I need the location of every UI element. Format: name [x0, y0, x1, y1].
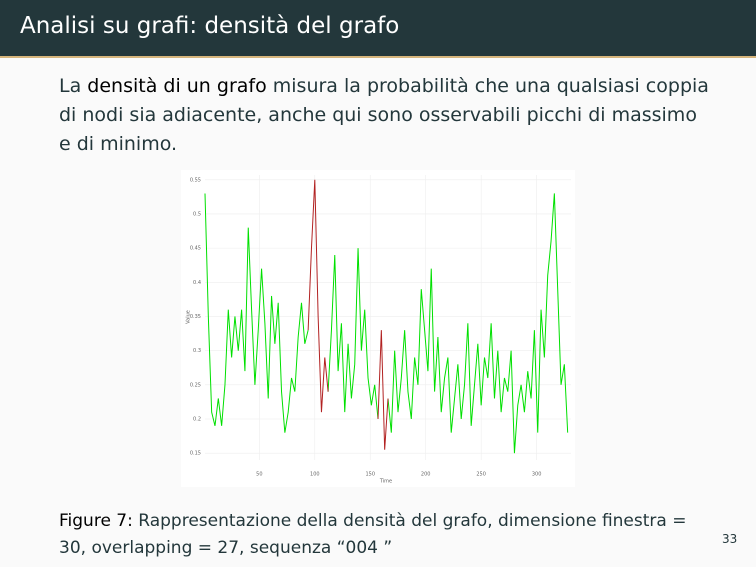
y-tick-label: 0.55 [190, 177, 201, 183]
y-tick-label: 0.2 [193, 416, 201, 422]
text: misura la probabilità che una qualsiasi … [59, 75, 709, 155]
line [387, 193, 569, 454]
emphasis: densità di un grafo [87, 75, 267, 97]
y-tick-label: 0.25 [190, 382, 201, 388]
y-tick-label: 0.5 [193, 211, 201, 217]
chart-background [181, 170, 575, 487]
x-tick-label: 250 [476, 472, 486, 478]
page-number: 33 [722, 532, 738, 546]
slide-title: Analisi su grafi: densità del grafo [20, 13, 400, 39]
x-tick-label: 200 [421, 472, 431, 478]
line [327, 248, 379, 420]
caption-label: Figure 7: [59, 511, 133, 531]
y-tick-label: 0.3 [193, 348, 201, 354]
caption-text: Rappresentazione della densità del grafo… [59, 511, 687, 558]
line [204, 193, 309, 433]
y-tick-label: 0.45 [190, 246, 201, 252]
body-text: La densità di un grafo misura la probabi… [59, 72, 709, 159]
y-tick-label: 0.15 [190, 451, 201, 457]
caption: Figure 7: Rappresentazione della densità… [59, 508, 709, 562]
header-bar: Analisi su grafi: densità del grafo [0, 0, 756, 58]
line [377, 330, 389, 450]
x-axis-label: Time [379, 479, 392, 485]
x-tick-label: 100 [310, 472, 320, 478]
text: La [59, 75, 82, 97]
x-tick-label: 300 [532, 472, 542, 478]
x-tick-label: 50 [256, 472, 262, 478]
x-tick-label: 150 [365, 472, 375, 478]
line [307, 179, 329, 413]
y-tick-label: 0.35 [190, 314, 201, 320]
chart: Time Value 0.15 0.2 0.25 0.3 0.35 0.4 0.45 0.5 0… [181, 170, 575, 487]
y-axis-label: Value [186, 310, 192, 324]
y-tick-label: 0.4 [193, 280, 201, 286]
